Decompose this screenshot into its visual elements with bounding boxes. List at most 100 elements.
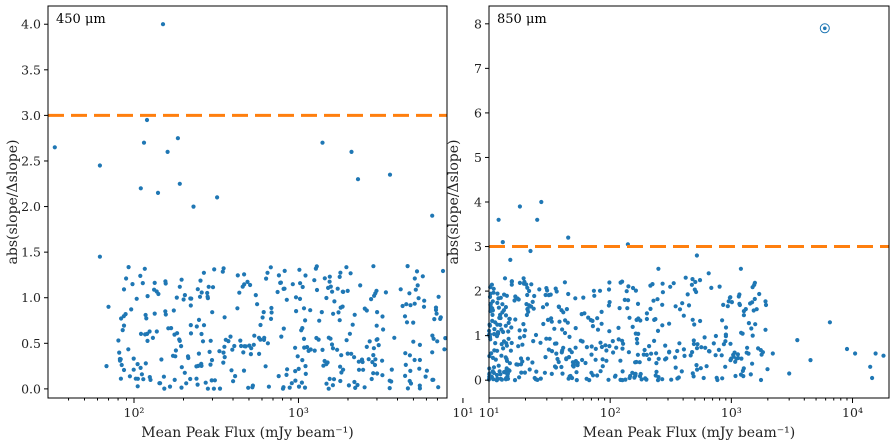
data-point <box>129 307 134 312</box>
data-point <box>182 293 187 298</box>
data-point <box>313 266 318 271</box>
data-point <box>242 272 247 277</box>
data-point <box>688 353 693 358</box>
data-point <box>205 294 210 299</box>
data-point <box>624 289 629 294</box>
data-point <box>198 278 203 283</box>
data-point <box>498 376 503 381</box>
data-point <box>853 351 858 356</box>
data-point <box>383 290 388 295</box>
data-point <box>663 343 668 348</box>
data-point <box>243 344 248 349</box>
data-point <box>241 350 246 355</box>
data-point <box>634 359 639 365</box>
data-point <box>303 371 308 376</box>
data-point <box>443 336 448 341</box>
data-point <box>717 284 722 289</box>
data-point <box>404 302 409 307</box>
data-point <box>635 341 640 346</box>
data-point <box>517 204 523 209</box>
data-point <box>654 369 659 374</box>
data-point <box>221 360 226 365</box>
data-point <box>713 333 719 339</box>
data-point <box>130 282 135 287</box>
data-point <box>503 305 508 310</box>
data-point <box>496 363 501 368</box>
data-point <box>723 332 729 337</box>
data-point <box>660 377 665 382</box>
data-point <box>326 386 331 391</box>
data-point <box>208 362 213 367</box>
data-point <box>574 378 579 383</box>
data-point <box>604 358 609 363</box>
data-point <box>195 382 200 387</box>
data-point <box>632 371 638 377</box>
data-point <box>194 364 199 369</box>
data-point <box>652 338 657 343</box>
data-point <box>626 298 631 303</box>
data-point <box>289 381 294 386</box>
data-point <box>369 297 374 302</box>
data-point <box>166 326 171 331</box>
data-point <box>496 217 501 222</box>
data-point <box>560 371 565 376</box>
data-point <box>294 309 299 314</box>
data-point <box>492 348 497 353</box>
data-point <box>374 288 379 293</box>
data-point <box>171 308 176 313</box>
data-point <box>436 294 441 299</box>
data-point <box>400 303 405 309</box>
data-point <box>503 323 508 328</box>
data-point <box>622 297 627 302</box>
data-point <box>126 347 131 352</box>
data-point <box>620 346 625 351</box>
data-point <box>723 364 728 369</box>
data-point <box>150 335 155 340</box>
x-tick-label: 10⁴ <box>842 405 863 420</box>
data-point <box>375 310 380 315</box>
data-point <box>610 339 615 344</box>
data-point <box>617 306 622 311</box>
data-point <box>527 367 532 372</box>
data-point <box>135 384 140 389</box>
data-point <box>498 295 503 300</box>
y-axis-label-450um: abs(slope/Δslope) <box>5 140 21 265</box>
data-point <box>352 355 357 360</box>
data-point <box>188 376 193 382</box>
data-point <box>209 378 214 383</box>
data-point <box>589 352 594 357</box>
data-point <box>635 352 641 357</box>
data-point <box>673 355 678 360</box>
data-point <box>371 346 376 351</box>
data-point <box>499 353 504 358</box>
data-point <box>690 317 695 322</box>
data-point <box>686 303 692 308</box>
data-point <box>344 338 349 343</box>
data-point <box>644 311 650 316</box>
data-point <box>266 384 271 389</box>
data-point <box>285 367 290 372</box>
data-point <box>241 368 247 373</box>
data-point <box>595 316 600 321</box>
data-point <box>562 330 568 336</box>
data-point <box>346 383 351 388</box>
data-point <box>97 254 102 259</box>
data-point <box>282 286 287 291</box>
data-point <box>544 302 550 307</box>
data-point <box>352 379 357 385</box>
data-point <box>616 337 621 342</box>
data-point <box>411 320 416 325</box>
data-point <box>120 328 125 333</box>
data-point <box>567 374 572 379</box>
data-point <box>123 312 128 317</box>
data-point <box>232 343 237 349</box>
data-point <box>563 318 568 323</box>
data-point <box>322 276 327 281</box>
data-point <box>408 368 413 373</box>
data-point <box>189 296 194 301</box>
data-point <box>575 363 580 368</box>
data-point <box>389 367 394 372</box>
data-point <box>500 302 505 307</box>
data-point <box>606 303 612 308</box>
data-point <box>735 352 741 357</box>
